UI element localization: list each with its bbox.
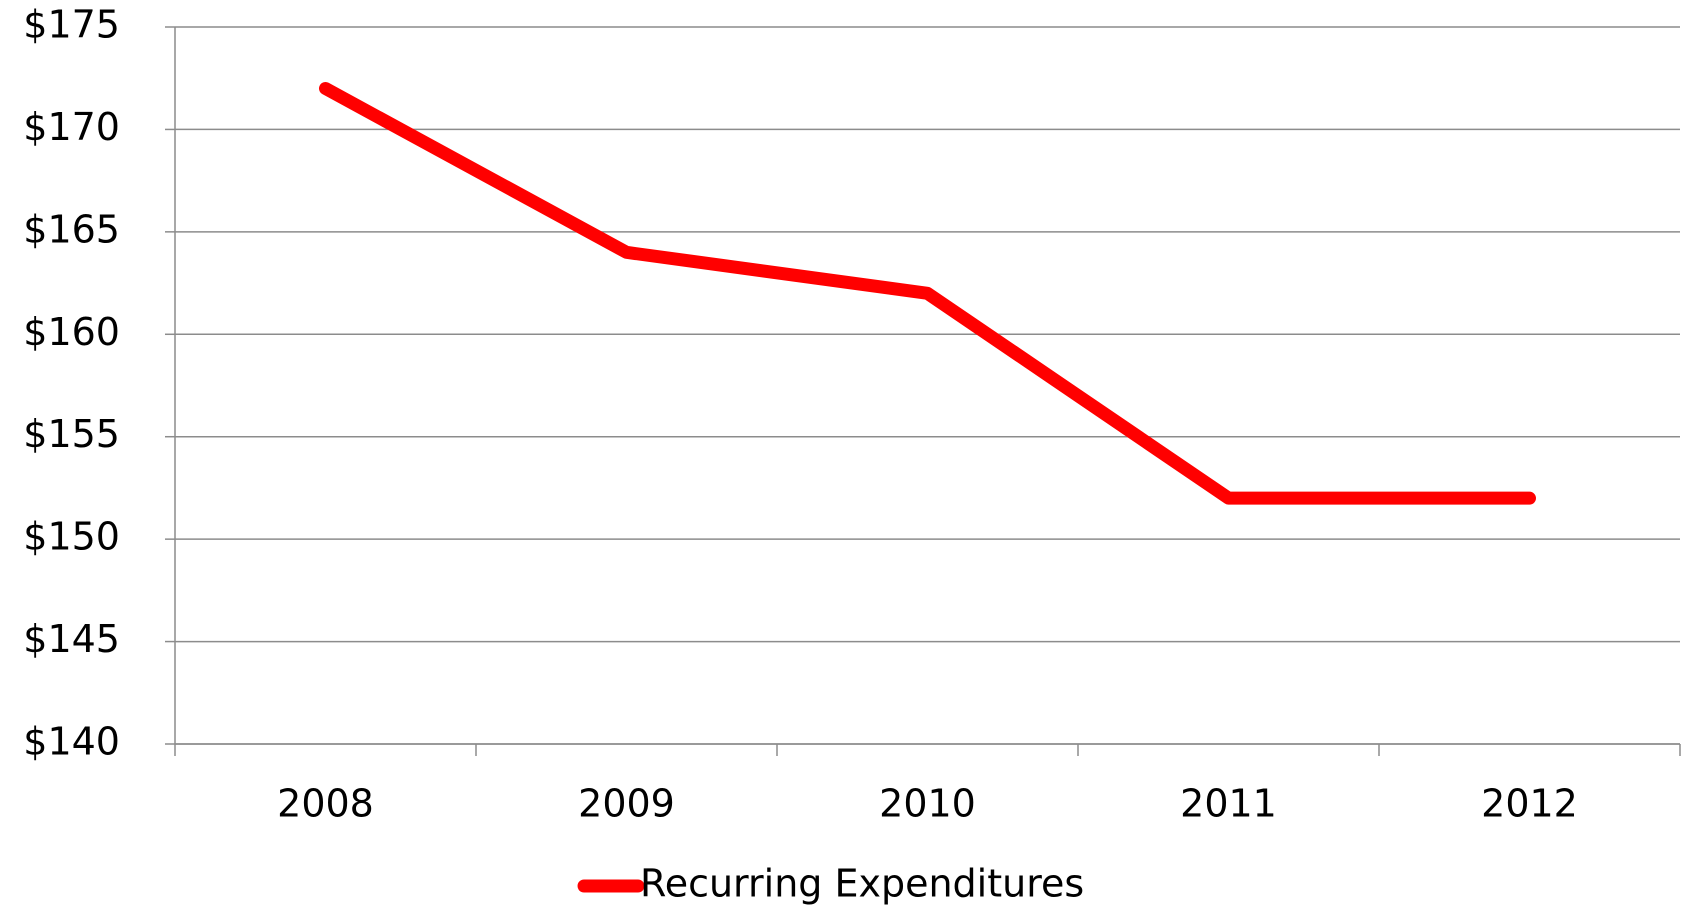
x-tick-label: 2009 <box>578 782 675 826</box>
legend-label: Recurring Expenditures <box>640 862 1084 906</box>
data-line <box>319 81 1536 505</box>
y-tick-label: $155 <box>23 412 120 456</box>
x-tick-label: 2008 <box>277 782 374 826</box>
y-tick-label: $165 <box>23 207 120 251</box>
y-tick-label: $175 <box>23 3 120 47</box>
x-tick-label: 2012 <box>1481 782 1578 826</box>
y-tick-label: $140 <box>23 720 120 764</box>
y-tick-label: $150 <box>23 515 120 559</box>
x-tick-label: 2011 <box>1180 782 1277 826</box>
y-tick-label: $160 <box>23 310 120 354</box>
x-tick-label: 2010 <box>879 782 976 826</box>
y-tick-label: $145 <box>23 617 120 661</box>
y-tick-label: $170 <box>23 105 120 149</box>
